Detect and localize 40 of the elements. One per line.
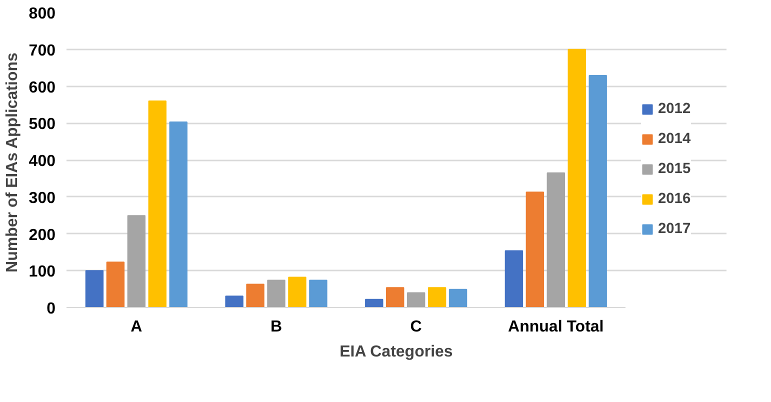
- bar: [225, 296, 244, 308]
- x-axis-title: EIA Categories: [340, 344, 453, 360]
- bar: [504, 250, 524, 308]
- legend-label: 2017: [658, 221, 691, 237]
- x-tick-label: Annual Total: [508, 318, 604, 336]
- legend-label: 2014: [658, 131, 691, 147]
- y-tick-label: 700: [28, 42, 56, 60]
- bar: [148, 100, 166, 308]
- bar: [365, 298, 384, 308]
- bar: [85, 270, 104, 308]
- y-tick-label: 0: [46, 300, 56, 318]
- y-tick-label: 300: [28, 190, 56, 207]
- bar: [267, 280, 286, 308]
- bar: [246, 284, 264, 308]
- y-tick-label: 400: [28, 153, 56, 170]
- bar: [428, 287, 446, 308]
- bar: [568, 48, 586, 308]
- bar: [588, 75, 607, 308]
- y-tick-label: 800: [28, 6, 56, 22]
- legend-label: 2015: [658, 161, 691, 177]
- x-tick-label: A: [130, 318, 143, 336]
- bar: [406, 292, 426, 308]
- bar: [169, 122, 188, 308]
- y-tick-label: 500: [28, 116, 56, 134]
- y-tick-label: 600: [28, 79, 56, 96]
- bar: [288, 276, 306, 308]
- bar: [526, 192, 544, 308]
- bar: [386, 287, 404, 308]
- bar: [127, 215, 146, 308]
- y-tick-label: 100: [28, 264, 56, 281]
- bar: [546, 172, 566, 308]
- legend-label: 2016: [658, 191, 691, 207]
- y-tick-label: 200: [28, 226, 56, 244]
- x-tick-label: C: [410, 318, 422, 336]
- y-axis-title: Number of EIAs Applications: [4, 52, 21, 272]
- bar: [106, 262, 125, 308]
- bar: [448, 288, 468, 308]
- bar: [309, 280, 328, 308]
- x-tick-label: B: [270, 318, 282, 336]
- legend-label: 2012: [658, 101, 691, 117]
